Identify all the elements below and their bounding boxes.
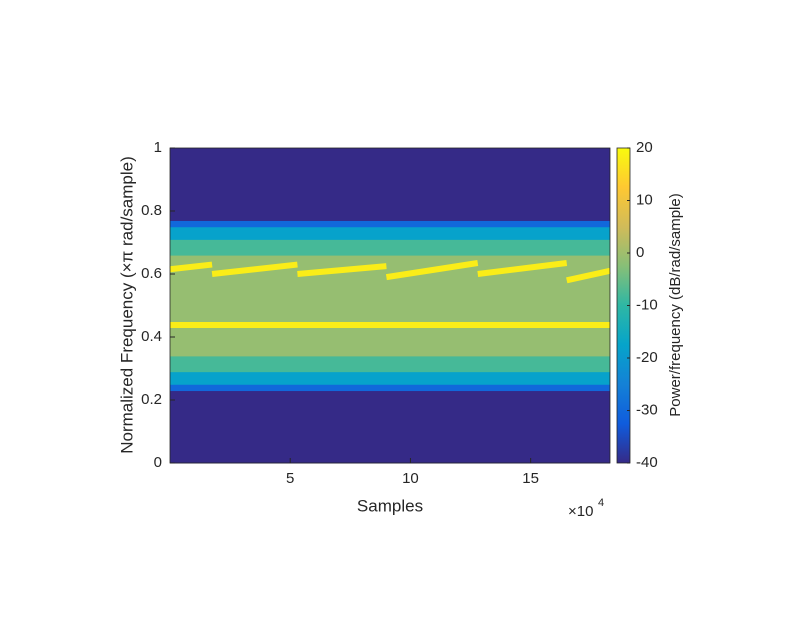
y-tick-label: 0.2 bbox=[141, 391, 162, 408]
y-tick-label: 0.8 bbox=[141, 202, 162, 219]
plot-frame bbox=[169, 147, 611, 464]
y-tick-label: 0 bbox=[154, 454, 162, 471]
x-axis-label: Samples bbox=[357, 496, 423, 515]
colorbar-tick-label: 10 bbox=[636, 191, 653, 208]
y-tick-label: 1 bbox=[154, 139, 162, 156]
y-tick-label: 0.4 bbox=[141, 328, 162, 345]
x-multiplier: ×10 bbox=[568, 503, 593, 520]
y-tick-label: 0.6 bbox=[141, 265, 162, 282]
band bbox=[170, 384, 610, 392]
x-tick-label: 15 bbox=[522, 470, 539, 487]
x-multiplier-exponent: 4 bbox=[598, 497, 604, 509]
colorbar-tick-label: 0 bbox=[636, 244, 644, 261]
x-tick-label: 5 bbox=[286, 470, 294, 487]
band bbox=[170, 220, 610, 228]
y-axis-label: Normalized Frequency (×π rad/sample) bbox=[117, 156, 136, 454]
colorbar-tick-label: -40 bbox=[636, 454, 658, 471]
colorbar-tick-label: -10 bbox=[636, 296, 658, 313]
band bbox=[170, 355, 610, 373]
colorbar-tick-label: -30 bbox=[636, 401, 658, 418]
band bbox=[170, 226, 610, 240]
x-tick-label: 10 bbox=[402, 470, 419, 487]
colorbar-tick-label: 20 bbox=[636, 139, 653, 156]
band bbox=[170, 239, 610, 256]
colorbar-tick-label: -20 bbox=[636, 349, 658, 366]
band bbox=[170, 148, 610, 221]
band bbox=[170, 390, 610, 464]
plot-area bbox=[169, 148, 611, 464]
tone-trace bbox=[169, 259, 611, 284]
band bbox=[170, 371, 610, 385]
colorbar-label: Power/frequency (dB/rad/sample) bbox=[667, 193, 684, 416]
